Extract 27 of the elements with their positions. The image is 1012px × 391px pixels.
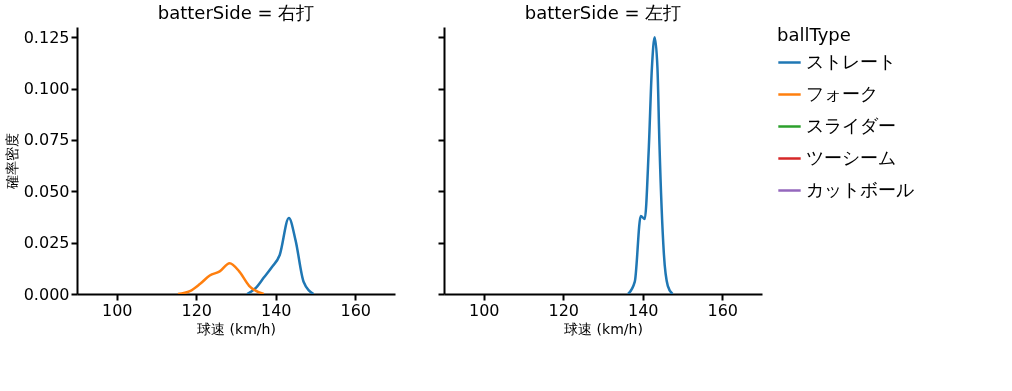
x-axis-title: 球速 (km/h)	[197, 320, 276, 337]
chart-title: batterSide = 右打	[157, 2, 315, 23]
y-tick-label: 0.000	[23, 284, 70, 304]
x-tick-label: 140	[260, 300, 292, 320]
x-tick-label: 120	[181, 300, 213, 320]
legend-label: スライダー	[806, 114, 896, 136]
y-tick-label: 0.125	[23, 27, 70, 47]
legend-label: カットボール	[806, 178, 914, 200]
y-tick-label: 0.050	[23, 181, 70, 201]
x-tick-label: 120	[548, 300, 580, 320]
legend-label: ツーシーム	[806, 146, 896, 168]
line-series	[245, 216, 315, 294]
x-tick-label: 160	[707, 300, 739, 320]
x-tick-label: 140	[627, 300, 659, 320]
legend-label: ストレート	[806, 50, 896, 72]
chart-title: batterSide = 左打	[524, 2, 682, 23]
x-tick-label: 100	[101, 300, 133, 320]
line-series	[176, 261, 266, 294]
legend-label: フォーク	[806, 82, 878, 104]
x-tick-label: 100	[468, 300, 500, 320]
x-axis-title: 球速 (km/h)	[564, 320, 643, 337]
legend-title: ballType	[777, 24, 851, 45]
y-tick-label: 0.075	[23, 130, 70, 150]
y-tick-label: 0.025	[23, 233, 70, 253]
y-tick-label: 0.100	[23, 79, 70, 99]
y-axis-title: 確率密度	[3, 133, 20, 190]
x-tick-label: 160	[340, 300, 372, 320]
